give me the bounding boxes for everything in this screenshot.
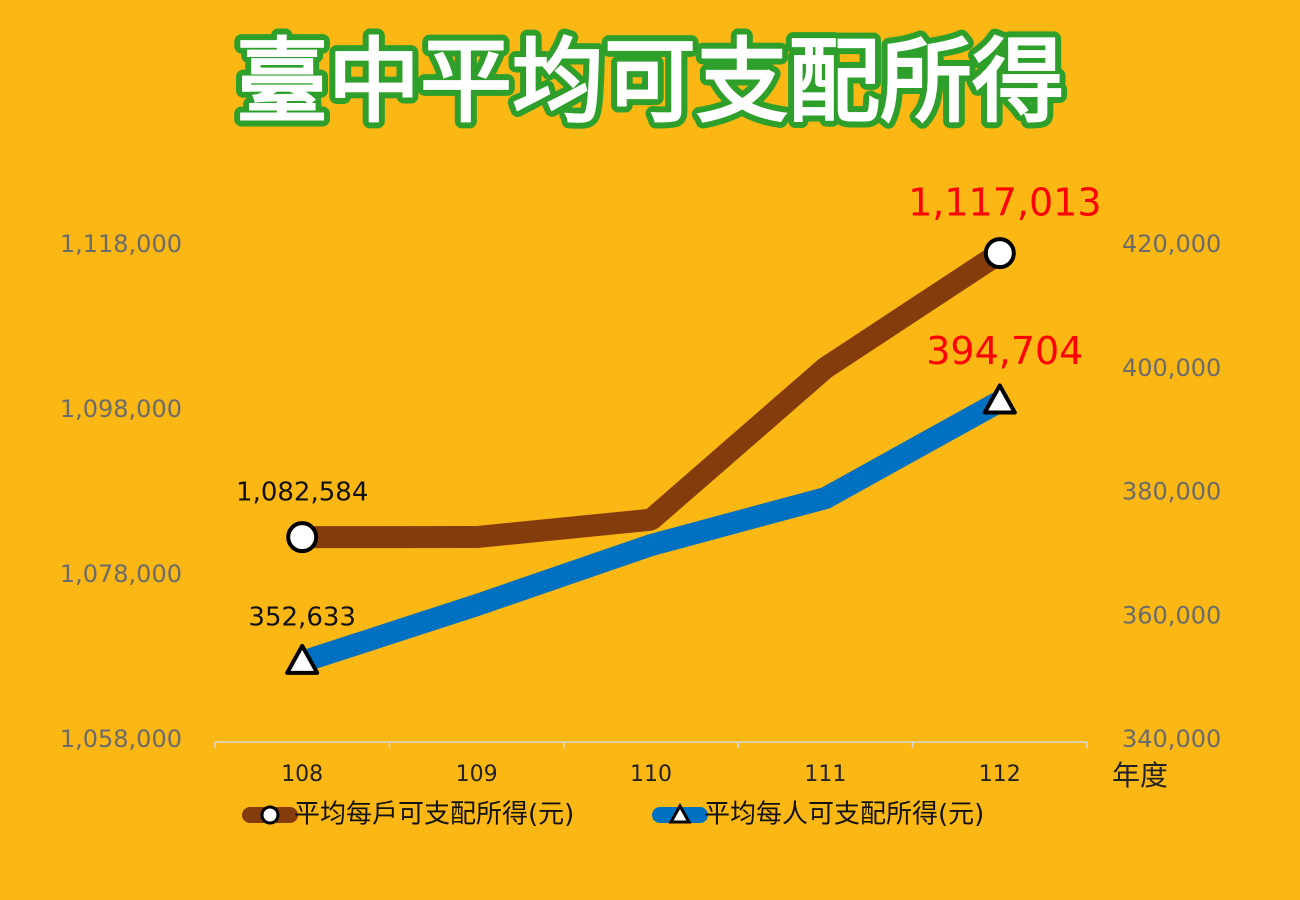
legend-marker	[668, 802, 692, 824]
y-tick-label: 1,098,000	[60, 395, 182, 423]
x-axis-label: 年度	[1112, 759, 1168, 792]
data-marker	[983, 237, 1016, 270]
x-tick-label: 108	[281, 762, 323, 787]
x-tick-label: 112	[979, 762, 1021, 787]
y2-tick-label: 420,000	[1122, 230, 1221, 258]
data-marker	[982, 383, 1017, 415]
y2-tick-label: 400,000	[1122, 354, 1221, 382]
y2-tick-label: 360,000	[1122, 601, 1221, 629]
chart-title: 臺中平均可支配所得	[236, 28, 1064, 135]
data-label: 394,704	[926, 329, 1083, 373]
series-line	[302, 243, 1006, 549]
data-label: 1,082,584	[236, 478, 368, 508]
x-tick-label: 109	[456, 762, 498, 787]
x-tick-label: 111	[804, 762, 846, 787]
y2-tick-label: 380,000	[1122, 478, 1221, 506]
data-label: 1,117,013	[908, 181, 1101, 225]
data-label: 352,633	[248, 602, 356, 632]
data-marker	[285, 643, 320, 675]
legend-label: 平均每人可支配所得(元)	[704, 800, 984, 830]
y-tick-label: 1,058,000	[60, 725, 182, 753]
legend-label: 平均每戶可支配所得(元)	[294, 800, 574, 830]
y2-tick-label: 340,000	[1122, 725, 1221, 753]
data-marker	[286, 521, 319, 554]
legend-marker	[260, 805, 280, 825]
series-line	[298, 391, 1006, 673]
y-tick-label: 1,118,000	[60, 230, 182, 258]
x-tick-label: 110	[630, 762, 672, 787]
y-tick-label: 1,078,000	[60, 560, 182, 588]
